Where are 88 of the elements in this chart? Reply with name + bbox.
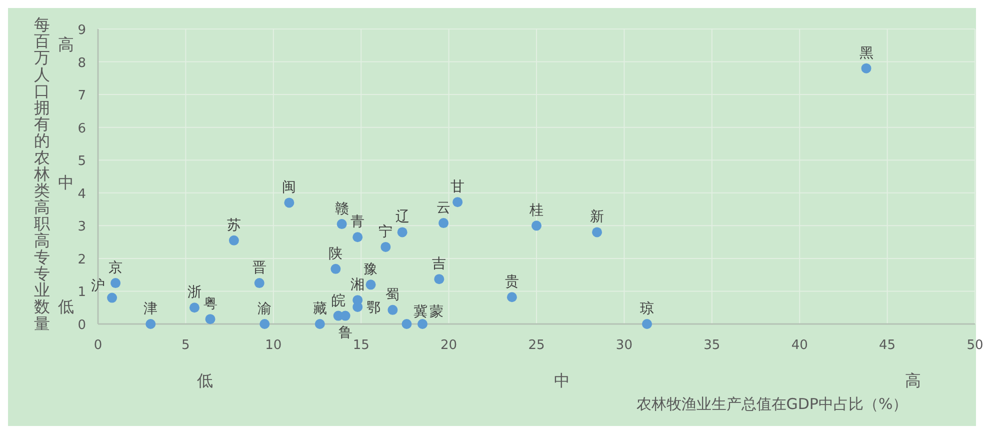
point — [861, 63, 872, 74]
annotation: 冀 — [414, 304, 428, 320]
point — [397, 227, 408, 238]
annotation: 沪 — [91, 278, 106, 294]
point — [228, 235, 239, 246]
point — [532, 220, 542, 231]
point — [452, 197, 463, 208]
point — [110, 278, 121, 288]
annotation: 蜀 — [386, 286, 400, 303]
y-tick-label: 5 — [78, 154, 86, 170]
annotation: 新 — [590, 209, 604, 226]
y-tick-label: 6 — [78, 121, 86, 136]
point — [380, 242, 391, 252]
x-tick-label: 5 — [182, 338, 190, 353]
annotation: 津 — [144, 301, 158, 317]
y-tick-label: 8 — [78, 56, 86, 71]
annotation: 云 — [436, 200, 451, 216]
annotation: 京 — [108, 260, 123, 276]
annotation: 陕 — [328, 246, 343, 262]
annotation: 甘 — [450, 179, 465, 196]
point — [260, 319, 270, 329]
x-tick-label: 0 — [94, 338, 102, 353]
annotation: 晋 — [252, 260, 266, 276]
point — [146, 319, 156, 329]
annotation: 豫 — [364, 262, 378, 278]
annotation: 闽 — [282, 180, 296, 196]
text: 高 — [905, 371, 921, 390]
point — [417, 319, 428, 329]
x-tick-label: 10 — [265, 338, 282, 353]
annotation: 蒙 — [429, 304, 444, 320]
annotation: 辽 — [395, 209, 410, 226]
point — [366, 280, 376, 290]
annotation: 吉 — [432, 256, 446, 272]
y-tick-label: 0 — [78, 318, 86, 333]
x-tick-label: 50 — [966, 338, 984, 353]
annotation: 皖 — [331, 292, 346, 309]
annotation: 湘 — [350, 277, 365, 294]
x-tick-label: 25 — [528, 338, 545, 353]
annotation: 浙 — [187, 284, 202, 301]
annotation: 鲁 — [338, 324, 352, 341]
point — [340, 310, 350, 321]
y-tick-label: 2 — [78, 252, 86, 268]
annotation: 琼 — [640, 301, 654, 317]
annotation: 渝 — [258, 301, 272, 317]
annotation: 苏 — [226, 217, 241, 234]
y-tick-label: 1 — [78, 285, 86, 300]
x-axis-title: 农林牧渔业生产总值在GDP中占比（%） — [636, 395, 908, 413]
point — [189, 302, 200, 313]
point — [205, 314, 216, 324]
x-tick-label: 15 — [352, 338, 370, 353]
annotation: 藏 — [312, 301, 327, 317]
x-tick-label: 40 — [791, 338, 808, 353]
y-tick-label: 3 — [78, 220, 86, 235]
point — [434, 274, 444, 284]
point — [352, 232, 363, 242]
annotation: 宁 — [378, 224, 393, 240]
text: 低 — [58, 297, 74, 316]
point — [438, 218, 449, 228]
point — [107, 292, 118, 303]
x-tick-label: 20 — [440, 338, 458, 353]
text: 中 — [58, 173, 74, 192]
text: 低 — [197, 371, 213, 390]
point — [284, 198, 294, 208]
point — [402, 319, 412, 329]
annotation: 粤 — [203, 296, 218, 312]
annotation: 鄂 — [366, 300, 381, 316]
annotation: 赣 — [334, 201, 349, 218]
point — [388, 304, 398, 315]
point — [642, 319, 652, 329]
annotation: 贵 — [504, 274, 519, 290]
x-tick-label: 45 — [879, 338, 896, 353]
x-tick-label: 35 — [704, 338, 720, 353]
annotation: 桂 — [528, 202, 544, 219]
annotation: 黑 — [859, 45, 874, 62]
text: 每百万人口拥有的农林类高职高专专业数量 — [34, 15, 50, 333]
annotation: 青 — [350, 214, 365, 230]
x-tick-label: 30 — [616, 338, 632, 353]
text: 高 — [58, 35, 74, 54]
point — [506, 292, 517, 302]
y-tick-label: 7 — [78, 88, 86, 104]
y-tick-label: 9 — [78, 23, 86, 38]
point — [336, 219, 347, 230]
point — [314, 319, 325, 329]
point — [254, 278, 264, 288]
y-tick-label: 4 — [78, 186, 86, 202]
text: 中 — [554, 371, 570, 390]
point — [330, 264, 341, 274]
point — [592, 227, 602, 238]
